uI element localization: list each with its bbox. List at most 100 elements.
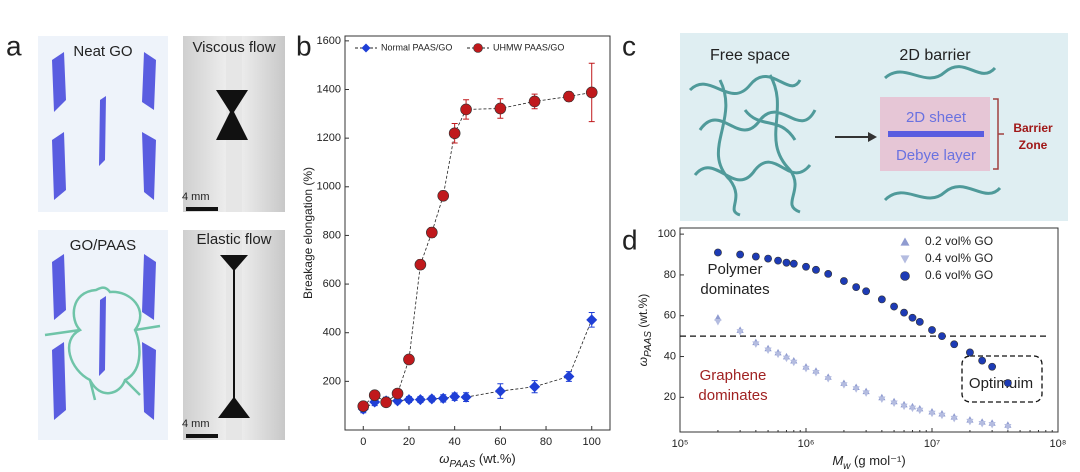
panel-c: Free space 2D barrier 2D sheet Debye lay… [680, 33, 1068, 221]
marker [812, 369, 820, 377]
label-unit: (g mol⁻¹) [850, 453, 905, 468]
polymer-chains [883, 65, 1002, 202]
marker [812, 265, 820, 274]
marker [380, 396, 392, 409]
x-tick-label: 10⁷ [924, 438, 940, 450]
marker [528, 95, 541, 108]
marker [426, 393, 438, 405]
marker [1004, 424, 1012, 431]
marker [437, 189, 450, 202]
marker [403, 394, 415, 406]
marker [751, 252, 760, 261]
marker [529, 381, 541, 393]
marker [357, 400, 370, 412]
y-tick-label: 40 [664, 350, 676, 362]
plot-frame [679, 227, 1059, 433]
diagram-background [680, 33, 1068, 221]
x-tick-label: 10⁶ [798, 438, 815, 450]
marker [900, 255, 910, 264]
marker [494, 385, 506, 397]
marker [938, 412, 946, 420]
image-title: GO/PAAS [70, 237, 136, 254]
marker [752, 341, 760, 348]
panel-label: a [6, 30, 22, 61]
legend-label: 0.2 vol% GO [925, 234, 993, 248]
marker [460, 391, 472, 403]
marker [437, 392, 449, 404]
marker [966, 348, 974, 357]
x-tick-label: 60 [494, 436, 506, 448]
marker [764, 347, 772, 354]
y-tick-label: 60 [664, 310, 676, 322]
marker [938, 332, 946, 341]
diagram-title: Free space [710, 47, 790, 64]
marker [426, 226, 438, 239]
sheet-label: 2D sheet [906, 109, 967, 126]
marker [824, 269, 833, 278]
marker [890, 302, 898, 311]
go-sheets [52, 52, 156, 200]
image-title: Viscous flow [192, 39, 275, 56]
marker [915, 317, 924, 326]
panel-label: b [296, 30, 312, 61]
annotation: dominates [700, 281, 769, 298]
sheet [888, 131, 984, 137]
y-tick-label: 600 [323, 278, 341, 290]
y-axis-label: Breakage elongation (%) [301, 167, 315, 299]
annotation: Polymer [707, 261, 762, 278]
label-symbol: ω [636, 357, 650, 366]
marker [460, 103, 472, 116]
label-subscript: w [843, 461, 851, 472]
marker [824, 376, 832, 383]
marker [878, 396, 886, 403]
marker [988, 362, 997, 371]
marker [890, 400, 898, 408]
label-unit: (wt.%) [636, 294, 650, 331]
marker [900, 308, 908, 317]
panel-label: d [622, 224, 638, 255]
scale-bar [186, 434, 218, 438]
marker [494, 102, 507, 115]
zone-label: Barrier [1013, 121, 1053, 135]
y-tick-label: 1600 [317, 35, 341, 47]
marker [966, 418, 974, 426]
marker [928, 410, 936, 418]
marker [900, 237, 910, 246]
scale-bar [186, 207, 218, 211]
y-tick-label: 1200 [317, 132, 341, 144]
fluid [218, 255, 250, 418]
marker [950, 415, 958, 423]
marker [403, 353, 415, 366]
marker [908, 313, 917, 322]
y-tick-label: 1000 [317, 181, 341, 193]
marker [774, 256, 782, 265]
label-symbol: M [832, 453, 843, 468]
polymer-chain [44, 286, 161, 401]
plot-frame [344, 35, 611, 431]
image-title: Elastic flow [196, 231, 271, 248]
marker [449, 391, 461, 403]
x-tick-label: 80 [540, 436, 552, 448]
marker [586, 314, 598, 326]
marker [802, 365, 810, 373]
marker [736, 329, 744, 336]
legend-label: Normal PAAS/GO [381, 42, 452, 52]
zone-label: Zone [1019, 138, 1048, 152]
marker [563, 90, 575, 103]
marker [900, 403, 908, 411]
scale-label: 4 mm [182, 191, 210, 203]
marker [448, 127, 461, 140]
marker [782, 355, 791, 363]
marker [916, 407, 924, 415]
marker [862, 287, 871, 296]
y-axis-label: ωPAAS (wt.%) [636, 294, 653, 367]
label-unit: (wt.%) [475, 451, 515, 466]
highlight-box [961, 355, 1043, 403]
x-tick-label: 100 [583, 436, 601, 448]
label-subscript: PAAS [449, 459, 475, 470]
fluid [216, 90, 248, 140]
diagram-title: 2D barrier [899, 47, 971, 64]
marker [802, 262, 810, 271]
panel-a: Neat GO Viscous flow 4 mm GO/PAAS Elasti… [38, 36, 285, 440]
